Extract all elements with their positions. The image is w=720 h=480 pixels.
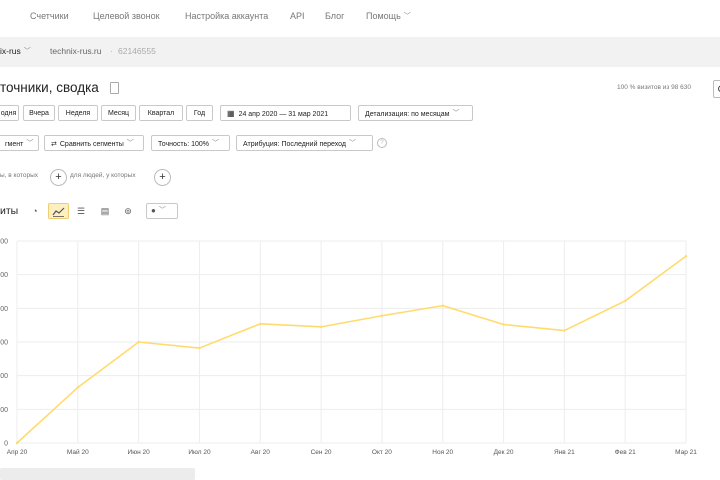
bookmark-icon[interactable] xyxy=(110,82,119,94)
period-year-button[interactable]: Год xyxy=(186,105,213,121)
data-point[interactable] xyxy=(137,340,140,344)
chevron-down-icon: ﹀ xyxy=(349,140,357,147)
data-point[interactable] xyxy=(380,314,384,317)
x-tick-label: Апр 20 xyxy=(7,449,28,456)
series-line xyxy=(16,255,687,444)
y-tick-label: 00 xyxy=(0,373,8,380)
account-selector[interactable]: ix-rus ﹀ xyxy=(0,46,31,56)
nav-counters[interactable]: Счетчики xyxy=(30,11,69,21)
y-tick-label: 0 xyxy=(4,441,8,448)
chart-options-dropdown[interactable]: ● ﹀ xyxy=(146,203,178,219)
chevron-down-icon: ﹀ xyxy=(403,13,411,20)
chevron-down-icon: ﹀ xyxy=(126,140,134,147)
data-point[interactable] xyxy=(76,386,80,389)
accuracy-dropdown[interactable]: Точность: 100% ﹀ xyxy=(151,135,230,151)
stacked-area-icon[interactable]: ☰ xyxy=(76,206,86,216)
line-chart-icon[interactable] xyxy=(48,203,69,219)
period-week-button[interactable]: Неделя xyxy=(58,105,98,121)
counter-id: 62146555 xyxy=(118,46,156,56)
x-tick-label: Янв 21 xyxy=(554,449,575,456)
right-action-button[interactable]: С xyxy=(713,80,720,98)
nav-blog[interactable]: Блог xyxy=(325,11,345,21)
x-tick-label: Мар 21 xyxy=(675,449,697,456)
x-tick-label: Май 20 xyxy=(67,448,89,456)
nav-help[interactable]: Помощь ﹀ xyxy=(366,11,411,21)
nav-account-settings[interactable]: Настройка аккаунта xyxy=(185,11,269,21)
y-tick-label: 00 xyxy=(0,272,8,279)
nav-target-call[interactable]: Целевой звонок xyxy=(93,11,160,21)
top-navigation: Счетчики Целевой звонок Настройка аккаун… xyxy=(0,0,720,34)
y-tick-label: 00 xyxy=(0,407,8,414)
nav-api[interactable]: API xyxy=(290,11,305,21)
table-scrollbar[interactable] xyxy=(0,468,195,480)
visualization-title: иты xyxy=(0,205,19,217)
chevron-down-icon: ﹀ xyxy=(212,140,220,147)
y-tick-label: 00 xyxy=(0,340,8,347)
segment-label: гмент xyxy=(5,141,24,148)
account-name: ix-rus xyxy=(0,46,21,56)
x-tick-label: Авг 20 xyxy=(251,449,271,456)
speech-bubble-icon: ● xyxy=(151,206,156,215)
chevron-down-icon: ﹀ xyxy=(23,48,31,55)
data-point[interactable] xyxy=(502,323,505,326)
page-title: точники, сводка xyxy=(0,80,99,95)
counter-bar: ix-rus ﹀ technix-rus.ru · 62146555 xyxy=(0,37,720,67)
data-point[interactable] xyxy=(441,304,444,307)
x-tick-label: Ноя 20 xyxy=(432,449,453,456)
pie-chart-icon[interactable]: ◔ xyxy=(32,206,38,216)
compare-label: Сравнить сегменты xyxy=(59,141,124,148)
chevron-down-icon: ﹀ xyxy=(158,207,166,214)
segment-dropdown[interactable]: гмент ﹀ xyxy=(0,135,39,151)
visits-segment-label: ы, в которых xyxy=(0,172,38,179)
data-point[interactable] xyxy=(259,322,262,326)
add-visits-condition-button[interactable]: + xyxy=(50,169,67,186)
chevron-down-icon: ﹀ xyxy=(452,110,460,117)
compare-segments-button[interactable]: ⇄ Сравнить сегменты ﹀ xyxy=(44,135,144,151)
attribution-dropdown[interactable]: Атрибуция: Последний переход ﹀ xyxy=(236,135,373,151)
visits-sampling-note: 100 % визитов из 98 630 xyxy=(617,84,692,91)
x-tick-label: Июн 20 xyxy=(128,449,151,456)
add-people-condition-button[interactable]: + xyxy=(154,169,171,186)
nav-help-label: Помощь xyxy=(366,11,401,21)
date-range-picker[interactable]: ▦ 24 апр 2020 — 31 мар 2021 xyxy=(220,105,351,121)
date-range-label: 24 апр 2020 — 31 мар 2021 xyxy=(238,111,329,118)
data-point[interactable] xyxy=(563,329,566,332)
people-segment-label: для людей, у которых xyxy=(70,172,136,179)
detail-label: Детализация: по месяцам xyxy=(365,111,450,118)
period-quarter-button[interactable]: Квартал xyxy=(139,105,183,121)
counter-separator: · xyxy=(110,46,113,56)
x-tick-label: Июл 20 xyxy=(188,449,211,456)
accuracy-label: Точность: 100% xyxy=(158,141,210,148)
compare-icon: ⇄ xyxy=(51,141,57,148)
calendar-icon: ▦ xyxy=(227,109,235,118)
period-today-button[interactable]: одня xyxy=(0,105,19,121)
period-month-button[interactable]: Месяц xyxy=(101,105,136,121)
data-point[interactable] xyxy=(15,441,19,445)
y-tick-label: 00 xyxy=(0,306,8,313)
x-tick-label: Фев 21 xyxy=(615,449,636,456)
map-pin-icon[interactable]: ⊚ xyxy=(124,206,132,216)
site-name[interactable]: technix-rus.ru xyxy=(50,46,102,56)
help-icon[interactable]: ? xyxy=(377,138,387,148)
chevron-down-icon: ﹀ xyxy=(26,140,34,147)
detail-selector[interactable]: Детализация: по месяцам ﹀ xyxy=(358,105,473,121)
data-point[interactable] xyxy=(198,346,201,350)
x-tick-label: Сен 20 xyxy=(311,449,332,456)
data-point[interactable] xyxy=(319,325,323,329)
bar-chart-icon[interactable]: ▤ xyxy=(100,206,110,216)
data-point[interactable] xyxy=(623,299,627,303)
y-tick-label: 00 xyxy=(0,239,8,246)
period-yesterday-button[interactable]: Вчера xyxy=(23,105,55,121)
x-tick-label: Дек 20 xyxy=(494,449,514,456)
attribution-label: Атрибуция: Последний переход xyxy=(243,141,347,148)
x-tick-label: Окт 20 xyxy=(372,449,392,456)
data-point[interactable] xyxy=(684,254,688,258)
